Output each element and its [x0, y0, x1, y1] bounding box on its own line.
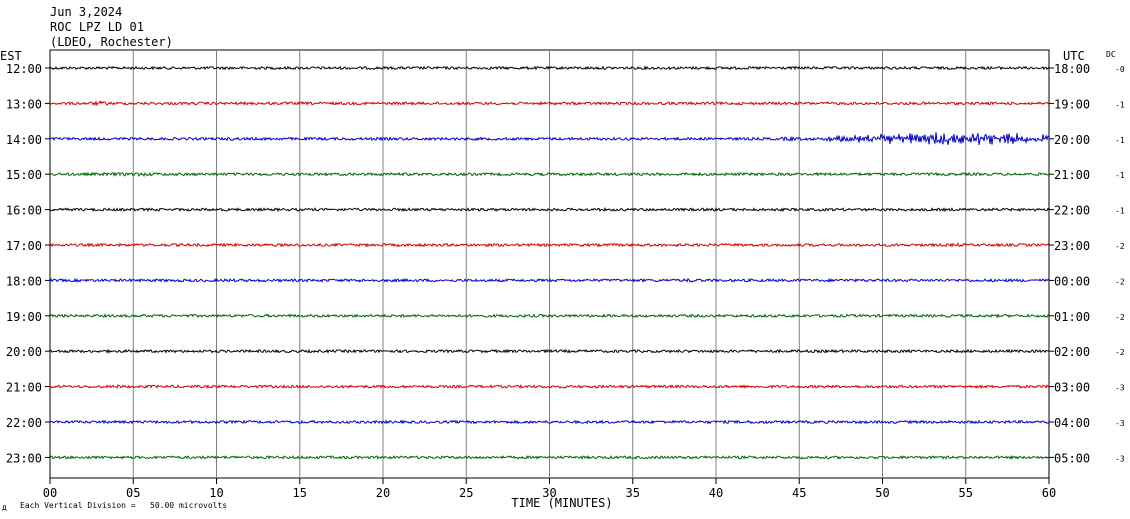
x-axis-label: TIME (MINUTES)	[511, 496, 612, 510]
x-tick-label-60: 60	[1042, 486, 1056, 500]
utc-label: 23:00	[1054, 239, 1090, 253]
x-tick-label-10: 10	[209, 486, 223, 500]
utc-label: 20:00	[1054, 133, 1090, 147]
trace-2300	[49, 454, 1050, 460]
x-tick-label-40: 40	[709, 486, 723, 500]
utc-label: 00:00	[1054, 274, 1090, 288]
est-label: 13:00	[6, 97, 42, 111]
left-axis-title: EST	[0, 49, 22, 63]
est-label: 17:00	[6, 239, 42, 253]
x-tick-label-30: 30	[542, 486, 556, 500]
trace-1700	[49, 242, 1050, 248]
dc-value: -0	[1115, 65, 1125, 74]
dc-title: DC	[1106, 50, 1116, 59]
trace-1600	[49, 207, 1050, 213]
header-date: Jun 3,2024	[50, 5, 122, 19]
x-tick-label-15: 15	[293, 486, 307, 500]
x-axis: 00 05 10 15 20 25 30 35 40 45 50 55 60	[43, 478, 1056, 500]
utc-label: 04:00	[1054, 416, 1090, 430]
traces	[49, 65, 1050, 460]
utc-label: 21:00	[1054, 168, 1090, 182]
est-label: 19:00	[6, 310, 42, 324]
trace-1300	[49, 99, 1050, 107]
dc-value: -3	[1115, 454, 1125, 463]
trace-1400	[49, 132, 1050, 146]
grid-lines	[132, 50, 967, 478]
footer-scale-note: Each Vertical Division = 50.00 microvolt…	[20, 501, 227, 510]
dc-value: -3	[1115, 419, 1125, 428]
dc-value: -2	[1115, 242, 1125, 251]
utc-label: 19:00	[1054, 97, 1090, 111]
dc-value: -1	[1115, 171, 1125, 180]
utc-label: 05:00	[1054, 451, 1090, 465]
dc-value: -1	[1115, 136, 1125, 145]
dc-value: -2	[1115, 277, 1125, 286]
dc-value: -3	[1115, 384, 1125, 393]
utc-label: 02:00	[1054, 345, 1090, 359]
footer-mark: д	[2, 503, 7, 512]
dc-value: -2	[1115, 348, 1125, 357]
trace-1900	[49, 313, 1050, 319]
trace-1500	[49, 171, 1050, 177]
x-tick-label-35: 35	[626, 486, 640, 500]
est-label: 21:00	[6, 381, 42, 395]
utc-label: 22:00	[1054, 204, 1090, 218]
est-label: 22:00	[6, 416, 42, 430]
est-label: 18:00	[6, 274, 42, 288]
trace-1800	[49, 277, 1050, 283]
x-tick-label-20: 20	[376, 486, 390, 500]
x-tick-label-25: 25	[459, 486, 473, 500]
header-network: (LDEO, Rochester)	[50, 35, 173, 49]
est-label: 23:00	[6, 451, 42, 465]
est-label: 12:00	[6, 62, 42, 76]
x-tick-label-50: 50	[875, 486, 889, 500]
x-tick-label-00: 00	[43, 486, 57, 500]
utc-label: 18:00	[1054, 62, 1090, 76]
trace-2100	[49, 383, 1050, 390]
utc-label: 01:00	[1054, 310, 1090, 324]
x-tick-label-05: 05	[126, 486, 140, 500]
est-label: 20:00	[6, 345, 42, 359]
x-tick-label-45: 45	[792, 486, 806, 500]
dc-value: -1	[1115, 100, 1125, 109]
dc-value: -1	[1115, 207, 1125, 216]
trace-2200	[49, 419, 1050, 425]
trace-2000	[49, 348, 1050, 354]
dc-value: -2	[1115, 313, 1125, 322]
est-label: 16:00	[6, 204, 42, 218]
est-label: 14:00	[6, 133, 42, 147]
right-axis-title: UTC	[1063, 49, 1085, 63]
header-station: ROC LPZ LD 01	[50, 20, 144, 34]
row-labels: 12:00 18:00 -0 13:00 19:00 -1 14:00 20:00 -1 15:0…	[6, 62, 1125, 465]
utc-label: 03:00	[1054, 381, 1090, 395]
trace-1200	[49, 65, 1050, 71]
x-tick-label-55: 55	[959, 486, 973, 500]
est-label: 15:00	[6, 168, 42, 182]
